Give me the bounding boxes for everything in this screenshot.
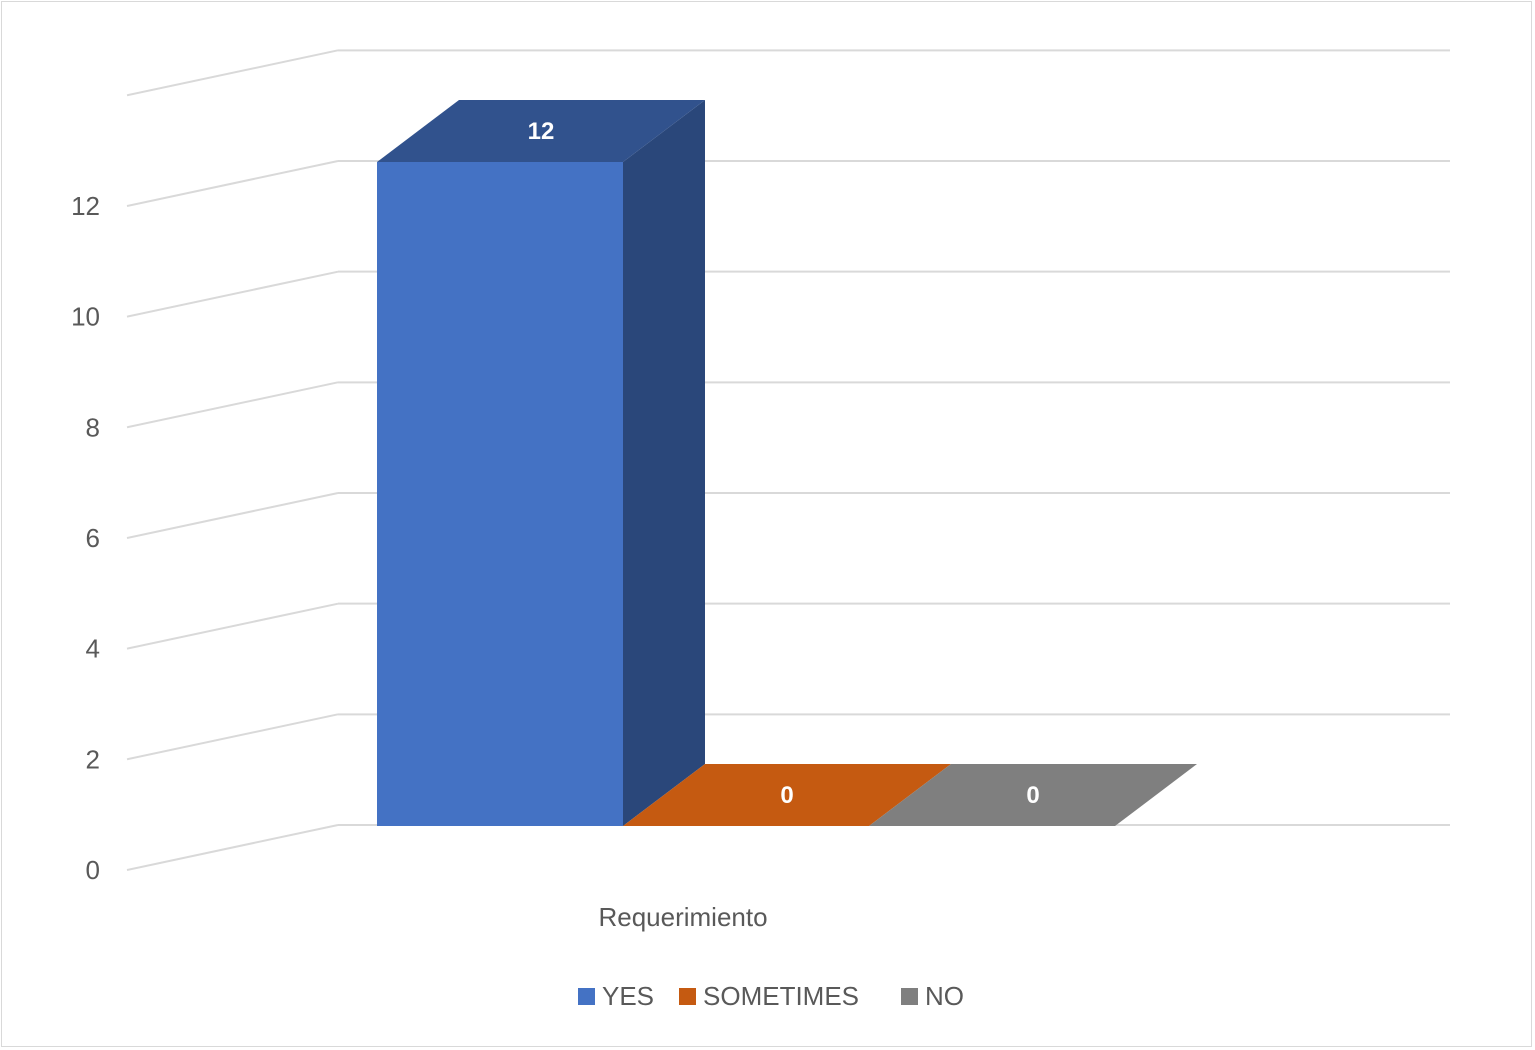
bar-front-yes [377, 162, 623, 826]
y-tick-label: 2 [86, 744, 100, 774]
side-gridline [126, 270, 339, 318]
data-label-yes: 12 [528, 118, 555, 145]
data-label-no: 0 [1026, 782, 1039, 809]
side-gridline [126, 492, 339, 539]
side-gridline [126, 381, 339, 429]
legend-swatch-sometimes [679, 988, 696, 1005]
bar-top-sometimes [623, 764, 951, 826]
y-tick-label: 8 [86, 412, 100, 442]
side-gridline [126, 160, 339, 207]
legend-label-no: NO [925, 981, 964, 1011]
y-tick-label: 4 [86, 634, 100, 664]
y-tick-label: 0 [86, 855, 100, 885]
side-gridline [126, 602, 339, 650]
legend-swatch-no [901, 988, 918, 1005]
y-tick-label: 10 [71, 302, 100, 332]
legend-label-yes: YES [602, 981, 654, 1011]
bar-top-no [869, 764, 1197, 826]
legend-label-sometimes: SOMETIMES [703, 981, 859, 1011]
side-gridline [126, 49, 339, 97]
bar-side-yes [623, 100, 705, 826]
y-tick-label: 6 [86, 523, 100, 553]
bar-top-yes [377, 100, 705, 162]
y-tick-label: 12 [71, 191, 100, 221]
side-gridline [126, 824, 339, 871]
x-category-label: Requerimiento [598, 902, 767, 932]
data-label-sometimes: 0 [780, 782, 793, 809]
legend-swatch-yes [578, 988, 595, 1005]
side-gridline [126, 713, 339, 761]
